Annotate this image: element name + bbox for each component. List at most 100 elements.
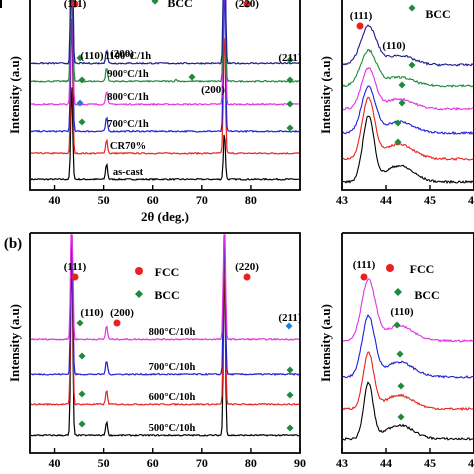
legend-bcc-label-b: BCC [154, 288, 179, 302]
peak-label-a-2: (200) [110, 48, 134, 60]
peak-label-b-3: (220) [235, 261, 259, 273]
fcc-marker-a-zoom [356, 22, 364, 30]
legend-fcc-label-bz: FCC [410, 262, 435, 276]
x-tick-label-a_main-4: 80 [245, 193, 257, 207]
peak-label-b-0: (111) [64, 261, 87, 273]
trace-a_main-0 [30, 87, 300, 181]
peak-label-a-5: (200) [201, 84, 225, 96]
axes-frame-a_main [29, 0, 301, 191]
series-label-a_main-5: 1100°C/1h [105, 51, 151, 62]
bcc-marker-a-1 [286, 56, 294, 64]
x-axis-label-b_main: 2θ (deg.) [141, 472, 189, 474]
bcc-marker-b-1 [285, 322, 293, 330]
trace-b_main-3 [30, 234, 300, 341]
series-label-b_main-1: 600°C/10h [149, 392, 196, 403]
trace-a_zoom-2 [342, 85, 474, 136]
series-label-a_main-0: as-cast [113, 167, 144, 178]
x-tick-label-b_main-0: 40 [49, 456, 61, 470]
x-tick-label-a_zoom-3: 46 [468, 193, 474, 207]
bcc-marker-b-2 [78, 352, 86, 360]
x-tick-label-b_zoom-0: 43 [336, 456, 348, 470]
trace-a_main-2 [30, 0, 300, 133]
x-tick-label-b_main-5: 90 [294, 456, 306, 470]
x-tick-label-b_main-1: 50 [98, 456, 110, 470]
bcc-marker-az-2 [398, 99, 406, 107]
x-tick-label-a_main-0: 40 [49, 193, 61, 207]
peak-label-b-1: (110) [80, 307, 104, 319]
legend-bcc-label-a: BCC [167, 0, 192, 10]
bcc-marker-a-5 [76, 99, 84, 107]
legend-bcc-marker-b [135, 290, 143, 298]
bcc-marker-b-5 [286, 391, 294, 399]
bcc-marker-b-3 [286, 366, 294, 374]
x-tick-label-b_zoom-3: 46 [468, 456, 474, 470]
bcc-marker-bz-1 [396, 350, 404, 358]
bcc-marker-a-4 [286, 76, 294, 84]
x-tick-label-b_zoom-1: 44 [380, 456, 392, 470]
peak-label-az-0: (111) [350, 10, 373, 22]
series-label-a_main-1: CR70% [110, 141, 146, 152]
series-label-a_main-2: 700°C/1h [107, 119, 149, 130]
bcc-marker-a-7 [78, 118, 86, 126]
trace-a_zoom-0 [342, 115, 474, 185]
trace-a_main-5 [30, 0, 300, 65]
bcc-marker-a-6 [286, 100, 294, 108]
panel-label-a-fragment [0, 0, 2, 8]
bcc-marker-az-3 [394, 119, 402, 127]
bcc-marker-a-2 [78, 76, 86, 84]
bcc-marker-az-0 [408, 61, 416, 69]
y-axis-label-b-main: Intensity (a.u) [7, 304, 22, 382]
legend-fcc-marker-bz [386, 264, 394, 272]
legend-bcc-marker-bz [394, 288, 402, 296]
series-label-b_main-3: 800°C/10h [149, 327, 196, 338]
x-tick-label-b_main-3: 70 [196, 456, 208, 470]
peak-label-bz-0: (111) [353, 259, 376, 271]
series-label-a_main-3: 800°C/1h [107, 92, 149, 103]
series-label-b_main-0: 500°C/10h [149, 423, 196, 434]
series-label-b_main-2: 700°C/10h [149, 362, 196, 373]
trace-b_zoom-0 [342, 381, 474, 441]
x-axis-label-a_main: 2θ (deg.) [141, 209, 189, 224]
peak-label-bz-1: (110) [390, 306, 414, 318]
trace-b_main-1 [30, 234, 300, 407]
trace-b_main-2 [31, 234, 300, 376]
fcc-marker-b-zoom [360, 273, 368, 281]
x-tick-label-a_main-1: 50 [98, 193, 110, 207]
bcc-marker-b-0 [76, 319, 84, 327]
bcc-marker-az-1 [398, 81, 406, 89]
legend-bcc-marker-a [151, 0, 159, 5]
peak-label-a-1: (110) [80, 50, 104, 62]
bcc-marker-a-8 [286, 124, 294, 132]
y-axis-label-a-zoom: Intensity (a.u) [318, 56, 333, 134]
trace-a_main-4 [30, 0, 300, 83]
legend-bcc-label-bz: BCC [414, 288, 439, 302]
trace-b_main-0 [30, 252, 300, 437]
trace-b_zoom-1 [342, 351, 474, 412]
x-tick-label-a_zoom-2: 45 [424, 193, 436, 207]
trace-layer [30, 0, 474, 441]
legend-fcc-label-b: FCC [155, 265, 180, 279]
legend-bcc-marker-az [408, 4, 416, 12]
trace-a_main-3 [31, 0, 300, 106]
trace-a_zoom-4 [342, 48, 474, 89]
bcc-marker-bz-2 [397, 382, 405, 390]
peak-label-a-0: (111) [64, 0, 87, 10]
trace-b_zoom-2 [342, 313, 474, 379]
fcc-marker-a-111 [71, 0, 79, 8]
peak-label-a-4: (211) [278, 52, 302, 64]
bcc-marker-a-0 [76, 54, 84, 62]
frame-layer [29, 0, 474, 454]
fcc-marker-b-220 [243, 273, 251, 281]
axes-frame-b_zoom [341, 232, 474, 454]
x-tick-label-a_main-2: 60 [147, 193, 159, 207]
x-tick-label-a_zoom-0: 43 [336, 193, 348, 207]
legend-bcc-label-az: BCC [425, 7, 450, 21]
trace-b_zoom-3 [342, 278, 474, 343]
fcc-marker-b-200 [113, 319, 121, 327]
x-tick-label-a_zoom-1: 44 [380, 193, 392, 207]
legend-fcc-marker-b [135, 267, 143, 275]
fcc-marker-b-111 [71, 273, 79, 281]
bcc-marker-b-4 [78, 390, 86, 398]
